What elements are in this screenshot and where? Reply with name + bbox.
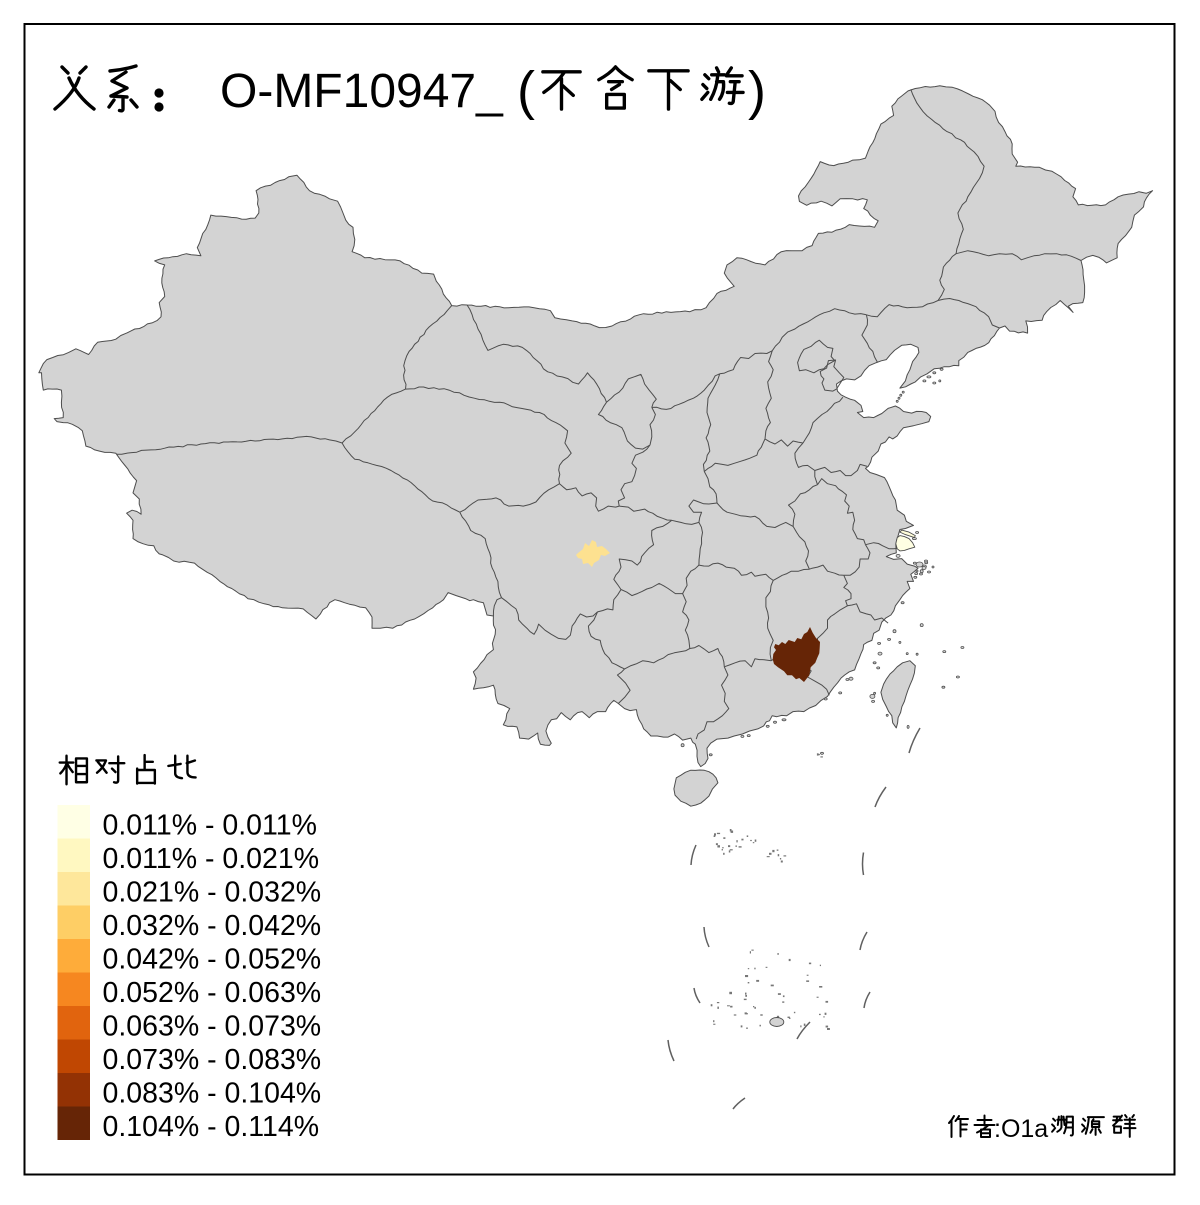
svg-text:0.021% - 0.032%: 0.021% - 0.032% — [103, 877, 322, 909]
svg-text:0.063% - 0.073%: 0.063% - 0.073% — [103, 1011, 322, 1043]
svg-text:0.011% - 0.011%: 0.011% - 0.011% — [103, 810, 317, 842]
svg-text:0.052% - 0.063%: 0.052% - 0.063% — [103, 977, 322, 1009]
svg-text:0.011% - 0.021%: 0.011% - 0.021% — [103, 843, 320, 875]
svg-text:): ) — [748, 61, 766, 121]
svg-text:0.032% - 0.042%: 0.032% - 0.042% — [103, 910, 322, 942]
svg-text::O1a: :O1a — [994, 1115, 1048, 1143]
svg-text:(: ( — [517, 61, 535, 121]
svg-text:0.073% - 0.083%: 0.073% - 0.083% — [103, 1044, 322, 1076]
svg-text:0.104% - 0.114%: 0.104% - 0.114% — [103, 1111, 320, 1143]
svg-text:O-MF10947_: O-MF10947_ — [220, 65, 504, 118]
svg-text:0.042% - 0.052%: 0.042% - 0.052% — [103, 944, 322, 976]
svg-text:0.083% - 0.104%: 0.083% - 0.104% — [103, 1078, 322, 1110]
